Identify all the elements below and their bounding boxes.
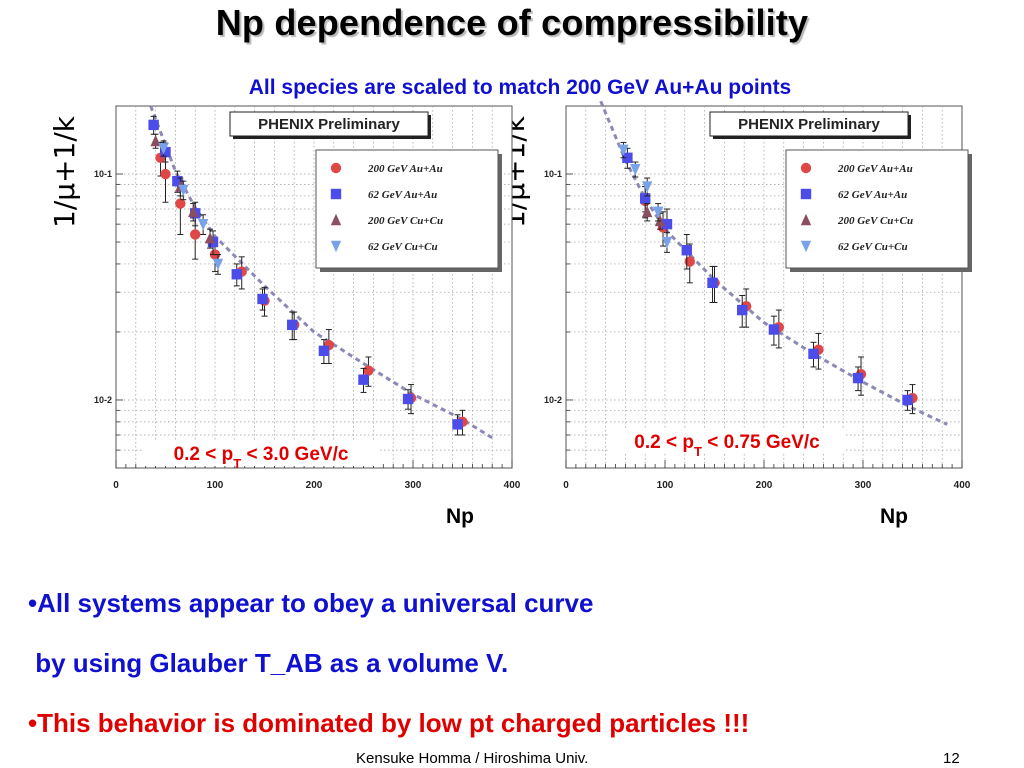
- data-point: [800, 213, 812, 226]
- footer-author: Kensuke Homma / Hiroshima Univ.: [356, 750, 589, 767]
- data-point: [358, 374, 369, 385]
- data-point: [681, 245, 692, 256]
- data-point: [287, 319, 298, 331]
- data-point: [172, 175, 183, 187]
- legend-label: 62 GeV Au+Au: [368, 189, 437, 201]
- x-tick-label: 200: [306, 480, 323, 491]
- left-chart-ylabel: 1/μ+1/k: [48, 116, 81, 228]
- data-point: [737, 304, 748, 316]
- y-tick-label: 10-2: [544, 395, 562, 405]
- data-point: [402, 393, 414, 405]
- x-tick-label: 0: [563, 480, 569, 491]
- x-tick-label: 0: [113, 480, 119, 491]
- data-point: [363, 365, 374, 376]
- fit-curve: [599, 100, 948, 426]
- data-point: [852, 372, 864, 384]
- watermark-text: PHENIX Preliminary: [258, 116, 400, 133]
- legend-label: 62 GeV Au+Au: [838, 189, 907, 201]
- data-point: [622, 152, 633, 163]
- y-tick-label: 10-2: [94, 395, 112, 405]
- x-tick-label: 200: [756, 480, 773, 491]
- slide-title: Np dependence of compressibility: [215, 2, 809, 43]
- bullet-3: •This behavior is dominated by low pt ch…: [28, 708, 750, 738]
- left-chart: 0 100 200 300 400 10-1 10-2 PHENIX Preliminary 2…: [94, 105, 521, 491]
- data-point: [641, 205, 653, 218]
- data-point: [800, 188, 812, 200]
- series-62-gev-cu-cu: [158, 140, 224, 275]
- data-point: [902, 394, 913, 406]
- data-point: [330, 240, 342, 253]
- data-point: [175, 198, 186, 209]
- data-point: [158, 143, 169, 155]
- legend-label: 200 GeV Au+Au: [837, 163, 913, 175]
- right-chart: 0 100 200 300 400 10-1 10-2 PHENIX Preliminary 2…: [544, 100, 972, 491]
- data-point: [231, 269, 242, 280]
- data-point: [630, 164, 641, 176]
- data-point: [330, 188, 342, 200]
- x-tick-label: 400: [504, 480, 521, 491]
- data-point: [204, 231, 216, 244]
- legend-label: 200 GeV Cu+Cu: [837, 215, 913, 227]
- annotation-box: [142, 440, 380, 466]
- data-point: [768, 324, 780, 335]
- left-chart-xlabel: Np: [446, 505, 474, 528]
- data-point: [661, 218, 673, 230]
- data-point: [452, 419, 463, 430]
- data-point: [618, 144, 629, 156]
- data-point: [148, 119, 159, 131]
- data-point: [197, 218, 209, 231]
- watermark-box: [229, 111, 429, 137]
- data-point: [188, 205, 199, 218]
- bullet-2: by using Glauber T_AB as a volume V.: [28, 648, 509, 678]
- legend-label: 62 GeV Cu+Cu: [368, 241, 438, 253]
- legend-box: [785, 149, 969, 269]
- legend-label: 200 GeV Au+Au: [367, 163, 443, 175]
- watermark-text: PHENIX Preliminary: [738, 116, 880, 133]
- y-tick-label: 10-1: [544, 169, 562, 179]
- data-point: [684, 256, 695, 267]
- data-point: [661, 236, 673, 249]
- data-point: [330, 213, 342, 226]
- data-point: [800, 240, 812, 253]
- data-point: [178, 184, 189, 197]
- x-tick-label: 100: [657, 480, 674, 491]
- pt-range-label: 0.2 < pT < 0.75 GeV/c: [634, 432, 820, 459]
- pt-range-label: 0.2 < pT < 3.0 GeV/c: [174, 444, 349, 471]
- x-tick-label: 100: [207, 480, 224, 491]
- data-point: [212, 258, 224, 271]
- slide-number: 12: [943, 750, 960, 767]
- data-point: [707, 277, 718, 289]
- series-62-gev-au-au: [622, 147, 913, 411]
- annotation-box: [608, 428, 846, 454]
- data-point: [150, 134, 161, 147]
- series-62-gev-cu-cu: [618, 141, 673, 253]
- data-point: [641, 181, 653, 193]
- legend-label: 62 GeV Cu+Cu: [838, 241, 908, 253]
- data-point: [160, 146, 171, 158]
- watermark-box: [709, 111, 909, 137]
- y-tick-label: 10-1: [94, 169, 112, 179]
- legend-box: [315, 149, 499, 269]
- legend-label: 200 GeV Cu+Cu: [367, 215, 443, 227]
- data-point: [257, 293, 268, 305]
- data-point: [190, 229, 201, 240]
- data-point: [330, 162, 342, 174]
- slide-subtitle: All species are scaled to match 200 GeV …: [248, 76, 792, 99]
- bullet-1: •All systems appear to obey a universal …: [28, 588, 594, 618]
- right-chart-xlabel: Np: [880, 505, 908, 528]
- data-point: [800, 162, 812, 174]
- x-tick-label: 300: [405, 480, 422, 491]
- data-point: [318, 345, 330, 357]
- data-point: [652, 206, 664, 219]
- x-tick-label: 400: [954, 480, 971, 491]
- data-point: [808, 348, 819, 360]
- x-tick-label: 300: [855, 480, 872, 491]
- data-point: [640, 193, 651, 204]
- data-point: [160, 168, 171, 180]
